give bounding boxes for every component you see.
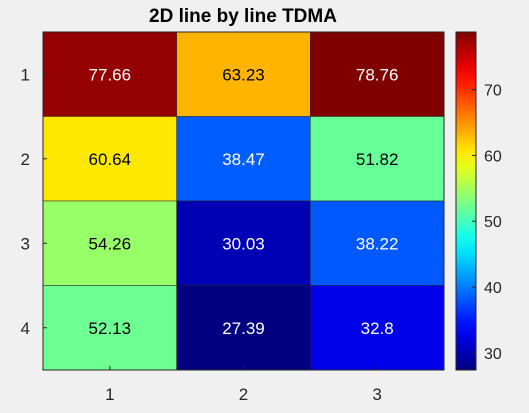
cell-value-label: 60.64	[89, 150, 132, 169]
x-axis-ticks: 1 2 3	[105, 366, 382, 404]
cell-value-label: 27.39	[222, 319, 265, 338]
x-tick-label: 3	[372, 385, 381, 404]
cell-value-label: 77.66	[89, 65, 132, 84]
cell-value-label: 30.03	[222, 234, 265, 253]
y-tick-label: 2	[21, 150, 30, 169]
y-tick-label: 1	[21, 65, 30, 84]
cell-value-label: 38.47	[222, 150, 265, 169]
colorbar: 30 40 50 60 70	[455, 31, 502, 371]
heatmap-cell	[176, 116, 311, 202]
heatmap-cell	[310, 285, 445, 371]
cell-value-label: 32.8	[361, 319, 394, 338]
cell-value-label: 78.76	[356, 65, 399, 84]
colorbar-tick-label: 70	[484, 83, 502, 100]
heatmap-cell	[42, 285, 177, 371]
heatmap-cells: 77.66 63.23 78.76 60.64 38.47 51.82 54.26 30.03…	[42, 31, 445, 371]
colorbar-tick-label: 60	[484, 148, 502, 165]
cell-value-label: 63.23	[222, 65, 265, 84]
cell-value-label: 38.22	[356, 234, 399, 253]
y-tick-label: 4	[21, 319, 30, 338]
heatmap-cell	[42, 31, 177, 117]
heatmap-cell	[176, 31, 311, 117]
x-tick-label: 2	[239, 385, 248, 404]
cell-value-label: 51.82	[356, 150, 399, 169]
chart-title: 2D line by line TDMA	[149, 6, 337, 27]
heatmap-cell	[42, 116, 177, 202]
heatmap-cell	[42, 200, 177, 286]
colorbar-tick-label: 40	[484, 280, 502, 297]
colorbar-tick-label: 30	[484, 346, 502, 363]
colorbar-tick-label: 50	[484, 214, 502, 231]
y-tick-label: 3	[21, 234, 30, 253]
cell-value-label: 52.13	[89, 319, 132, 338]
heatmap-cell	[310, 116, 445, 202]
y-axis-ticks: 1 2 3 4	[21, 65, 47, 338]
x-tick-label: 1	[105, 385, 114, 404]
heatmap-cell	[176, 200, 311, 286]
cell-value-label: 54.26	[89, 234, 132, 253]
colorbar-scale	[455, 31, 477, 371]
